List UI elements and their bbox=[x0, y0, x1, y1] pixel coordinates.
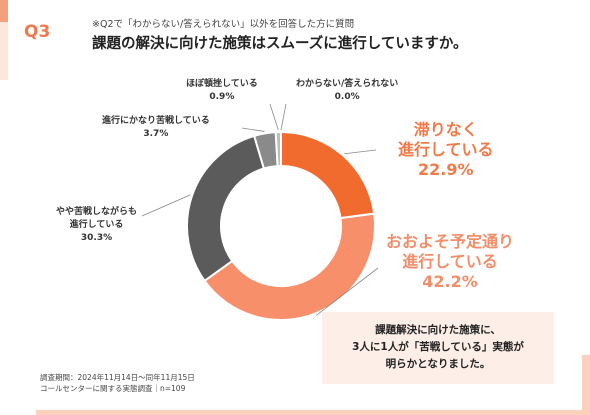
label-stalled-line1: ほぼ頓挫している bbox=[186, 79, 258, 89]
decor-bar-bottom-right bbox=[582, 355, 590, 415]
callout-line1: 課題解決に向けた施策に、 bbox=[375, 324, 501, 336]
chart-title: 課題の解決に向けた施策はスムーズに進行していますか。 bbox=[92, 36, 468, 52]
slice-on-schedule bbox=[203, 212, 376, 321]
label-some-struggle-pct: 30.3% bbox=[80, 233, 113, 243]
summary-callout: 課題解決に向けた施策に、 3人に1人が「苦戦している」実態が 明らかとなりました… bbox=[322, 312, 554, 384]
label-on-schedule-pct: 42.2% bbox=[422, 272, 478, 291]
label-on-schedule: おおよそ予定通り 進行している 42.2% bbox=[386, 232, 514, 292]
decor-bar-bottom bbox=[36, 410, 590, 415]
label-hard-struggle: 進行にかなり苦戦している 3.7% bbox=[102, 115, 210, 141]
label-unknown-pct: 0.0% bbox=[334, 92, 360, 102]
label-hard-struggle-line1: 進行にかなり苦戦している bbox=[102, 116, 210, 126]
question-note: ※Q2で「わからない/答えられない」以外を回答した方に質問 bbox=[92, 19, 355, 30]
slice-some-struggle bbox=[186, 134, 266, 283]
leader-stalled bbox=[269, 103, 279, 131]
label-on-schedule-line2: 進行している bbox=[402, 252, 498, 271]
label-some-struggle-line1: やや苦戦しながらも bbox=[56, 207, 138, 217]
decor-bar-accent bbox=[0, 0, 8, 22]
label-unknown: わからない/答えられない 0.0% bbox=[296, 78, 398, 104]
label-hard-struggle-pct: 3.7% bbox=[143, 129, 169, 139]
label-smooth-line2: 進行している bbox=[398, 140, 494, 159]
leader-smooth bbox=[344, 149, 377, 155]
label-smooth-pct: 22.9% bbox=[418, 160, 474, 179]
callout-line2: 3人に1人が「苦戦している」実態が bbox=[352, 341, 524, 353]
survey-period: 調査期間：2024年11月14日～同年11月15日 bbox=[40, 373, 195, 382]
label-some-struggle-line2: 進行している bbox=[69, 220, 124, 230]
label-smooth-line1: 滞りなく bbox=[413, 120, 478, 139]
slice-stalled bbox=[274, 130, 282, 168]
decor-bar-light bbox=[0, 0, 8, 80]
leader-on-schedule bbox=[316, 267, 379, 316]
label-stalled-pct: 0.9% bbox=[209, 92, 235, 102]
label-on-schedule-line1: おおよそ予定通り bbox=[386, 232, 515, 251]
survey-footer: 調査期間：2024年11月14日～同年11月15日 コールセンターに関する実態調… bbox=[40, 372, 195, 394]
leader-unknown bbox=[280, 103, 287, 131]
leader-hard-struggle bbox=[241, 127, 265, 132]
label-smooth: 滞りなく 進行している 22.9% bbox=[398, 120, 494, 180]
label-unknown-line1: わからない/答えられない bbox=[296, 79, 399, 89]
label-stalled: ほぼ頓挫している 0.9% bbox=[186, 78, 258, 104]
label-some-struggle: やや苦戦しながらも 進行している 30.3% bbox=[56, 206, 137, 245]
leader-some-struggle bbox=[141, 194, 191, 217]
callout-line3: 明らかとなりました。 bbox=[385, 358, 491, 370]
slice-smooth bbox=[280, 130, 376, 220]
question-number: Q3 bbox=[24, 22, 51, 42]
survey-name: コールセンターに関する実態調査｜n=109 bbox=[40, 384, 186, 393]
